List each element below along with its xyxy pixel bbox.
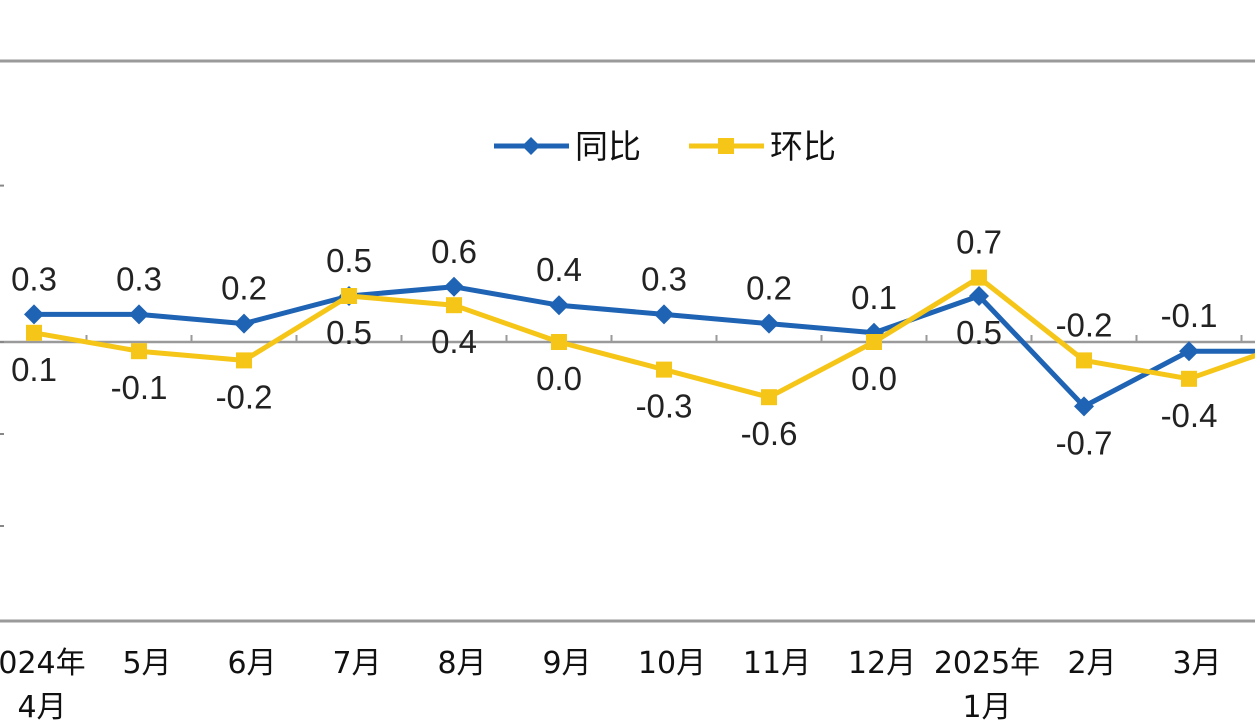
plot-frame: [0, 59, 1255, 623]
point-yoy-9: [969, 286, 989, 306]
mom-data-label-4: 0.4: [431, 323, 477, 360]
point-yoy-0: [24, 304, 44, 325]
yoy-data-label-7: 0.2: [746, 270, 792, 307]
point-yoy-4: [444, 276, 464, 297]
yoy-data-label-10: -0.7: [1056, 424, 1113, 461]
x-tick-label-6: 10月: [638, 646, 706, 681]
point-mom-3: [341, 288, 357, 304]
x-tick-label-10: 2月: [1067, 646, 1116, 681]
x-tick-label-0: 4月: [17, 690, 66, 720]
point-yoy-1: [129, 304, 149, 325]
x-tick-label-9: 2025年: [934, 646, 1040, 681]
point-mom-0: [26, 324, 42, 341]
point-mom-6: [656, 361, 672, 378]
point-mom-7: [761, 389, 777, 406]
x-tick-label-3: 7月: [332, 646, 381, 681]
point-yoy-10: [1074, 396, 1094, 417]
x-tick-label-11: 3月: [1172, 646, 1221, 681]
point-yoy-5: [549, 295, 569, 316]
chart-legend: 同比 环比: [494, 127, 836, 166]
point-yoy-11: [1179, 341, 1199, 362]
legend-diamond-marker: [522, 137, 540, 155]
mom-data-label-6: -0.3: [636, 388, 693, 425]
legend-label-1: 环比: [770, 127, 836, 166]
x-tick-label-4: 8月: [437, 646, 486, 681]
point-mom-5: [551, 334, 567, 350]
legend-square-marker: [718, 138, 734, 154]
yoy-data-label-5: 0.4: [536, 251, 582, 288]
yoy-data-label-9: 0.5: [956, 314, 1002, 351]
x-tick-label-8: 12月: [848, 646, 916, 681]
mom-data-label-11: -0.4: [1161, 397, 1218, 434]
yoy-data-label-4: 0.6: [431, 233, 477, 270]
mom-data-label-2: -0.2: [216, 378, 273, 415]
mom-data-label-7: -0.6: [741, 415, 798, 452]
mom-data-label-1: -0.1: [111, 369, 168, 406]
yoy-data-label-3: 0.5: [326, 242, 372, 279]
mom-data-label-10: -0.2: [1056, 306, 1113, 343]
point-yoy-6: [654, 304, 674, 325]
point-mom-4: [446, 297, 462, 314]
point-mom-11: [1181, 370, 1197, 387]
point-mom-1: [131, 343, 147, 360]
x-tick-label-1: 5月: [122, 646, 171, 681]
x-tick-label-9: 1月: [962, 690, 1011, 720]
x-tick-labels: 024年 4月 5月 6月 7月 8月 9月 10月 11月 12月 2025年 1月 2月 3月: [0, 646, 1222, 720]
point-mom-10: [1076, 352, 1092, 369]
x-tick-label-2: 6月: [227, 646, 276, 681]
yoy-data-label-2: 0.2: [221, 270, 267, 307]
legend-label-0: 同比: [575, 127, 641, 166]
yoy-data-label-11: -0.1: [1161, 297, 1218, 334]
point-mom-2: [236, 352, 252, 369]
yoy-data-label-0: 0.3: [11, 260, 57, 297]
mom-data-label-5: 0.0: [536, 360, 582, 397]
mom-data-label-0: 0.1: [11, 351, 57, 388]
series-layer: [24, 269, 1255, 417]
data-labels-layer: 0.3 0.3 0.2 0.5 0.6 0.4 0.3 0.2 0.1 0.5 -0.7 -0.1 0.…: [11, 224, 1217, 462]
mom-data-label-9: 0.7: [956, 224, 1002, 261]
point-mom-9: [971, 269, 987, 286]
mom-data-label-3: 0.5: [326, 314, 372, 351]
yoy-data-label-8: 0.1: [851, 279, 897, 316]
point-yoy-2: [234, 313, 254, 334]
point-yoy-7: [759, 313, 779, 334]
x-tick-label-7: 11月: [743, 646, 811, 681]
yoy-data-label-1: 0.3: [116, 260, 162, 297]
x-tick-label-5: 9月: [542, 646, 591, 681]
x-tick-label-0: 024年: [0, 646, 86, 681]
mom-data-label-8: 0.0: [851, 360, 897, 397]
point-mom-8: [866, 334, 882, 350]
yoy-data-label-6: 0.3: [641, 260, 687, 297]
